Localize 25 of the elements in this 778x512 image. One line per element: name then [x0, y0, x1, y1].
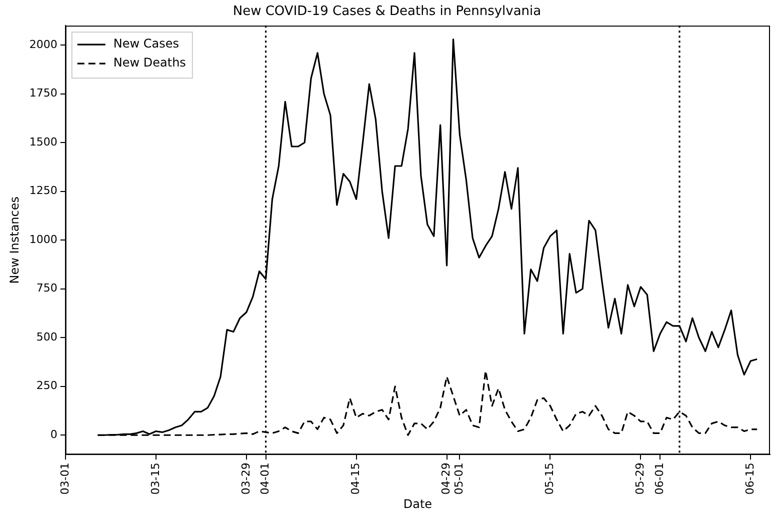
legend-label: New Cases — [113, 36, 180, 51]
y-tick-label: 750 — [36, 282, 58, 295]
x-axis-title: Date — [403, 496, 432, 511]
y-axis-title: New Instances — [7, 196, 22, 284]
chart-title: New COVID-19 Cases & Deaths in Pennsylvania — [232, 4, 542, 20]
x-tick-label: 05-15 — [543, 462, 556, 495]
y-tick-label: 1000 — [29, 232, 58, 246]
x-tick-label: 04-29 — [440, 462, 453, 495]
x-tick-label: 03-01 — [58, 462, 72, 495]
x-tick-label: 05-01 — [452, 462, 466, 495]
x-tick-label: 06-15 — [743, 462, 756, 495]
x-tick-label: 03-15 — [148, 462, 162, 495]
x-tick-label: 04-15 — [349, 462, 362, 495]
y-tick-label: 1250 — [29, 184, 58, 198]
x-tick-label: 05-29 — [634, 462, 647, 495]
y-tick-label: 250 — [36, 379, 58, 392]
x-tick-label: 04-01 — [258, 462, 272, 495]
legend-label: New Deaths — [113, 56, 186, 70]
x-tick-label: 06-01 — [652, 462, 666, 495]
y-tick-label: 0 — [50, 428, 58, 441]
y-tick-label: 2000 — [29, 38, 58, 51]
y-tick-label: 1750 — [29, 86, 58, 100]
y-tick-label: 500 — [36, 330, 58, 344]
y-tick-label: 1500 — [29, 135, 58, 148]
x-tick-label: 03-29 — [239, 462, 252, 495]
